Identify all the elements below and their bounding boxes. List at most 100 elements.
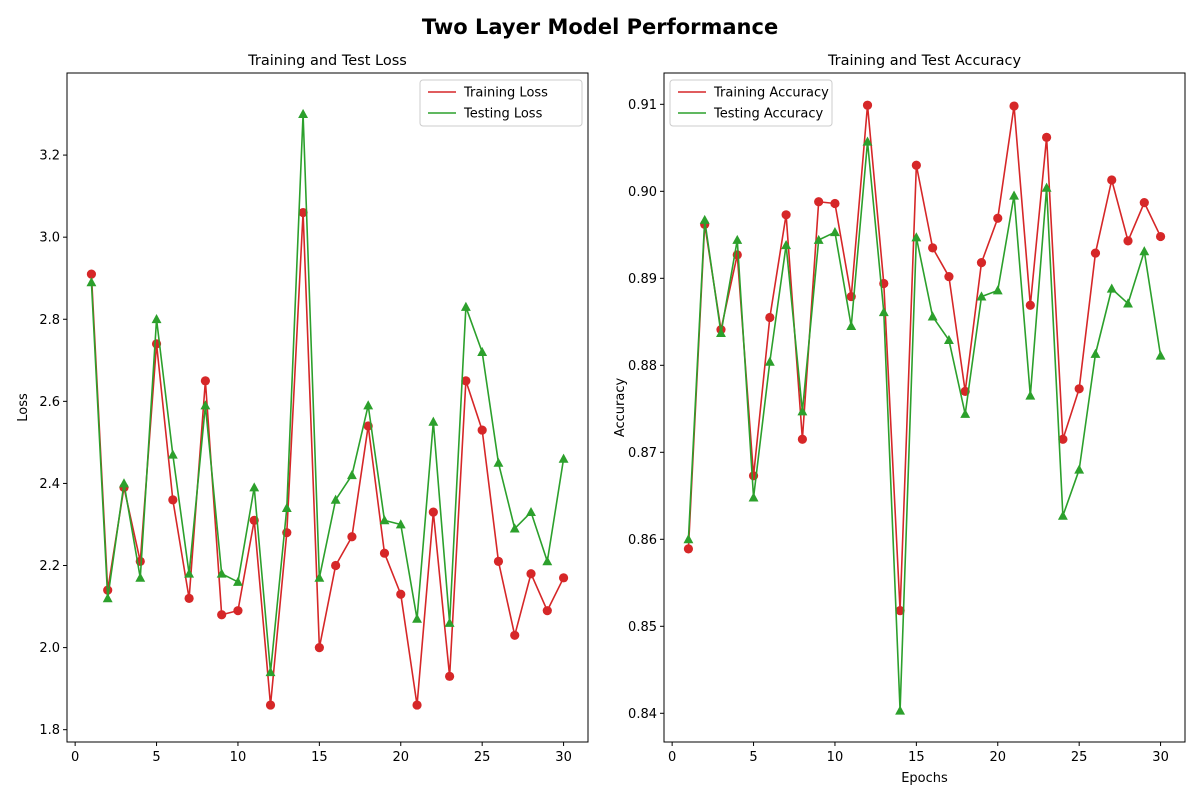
accuracy-y-tick-label: 0.87 bbox=[628, 446, 657, 461]
testing-accuracy-point bbox=[1025, 390, 1036, 400]
testing-loss-point bbox=[444, 617, 455, 627]
training-accuracy-point bbox=[1042, 132, 1052, 142]
testing-accuracy-point bbox=[895, 705, 906, 715]
testing-accuracy-point bbox=[878, 307, 889, 317]
training-loss-point bbox=[428, 507, 438, 517]
training-accuracy-point bbox=[1155, 231, 1166, 242]
testing-loss-point bbox=[281, 502, 292, 512]
testing-loss-point bbox=[526, 506, 536, 517]
training-loss-point bbox=[168, 495, 178, 505]
loss-legend-label: Training Loss bbox=[463, 86, 548, 101]
testing-loss-point bbox=[558, 453, 569, 463]
training-loss-point bbox=[542, 606, 552, 616]
training-accuracy-point bbox=[1090, 248, 1101, 258]
testing-accuracy-point bbox=[683, 534, 694, 544]
testing-accuracy-point bbox=[911, 232, 922, 242]
testing-accuracy-point bbox=[1041, 182, 1052, 192]
training-accuracy-point bbox=[862, 100, 873, 110]
training-accuracy-point bbox=[1107, 175, 1117, 185]
testing-accuracy-point bbox=[1155, 350, 1166, 360]
training-loss-point bbox=[396, 589, 406, 599]
testing-loss-point bbox=[151, 314, 162, 324]
testing-accuracy-point bbox=[1123, 298, 1133, 308]
testing-loss-point bbox=[542, 556, 553, 566]
training-accuracy-point bbox=[814, 197, 824, 207]
accuracy-panel-title: Training and Test Accuracy bbox=[827, 53, 1021, 69]
testing-loss-point bbox=[363, 400, 374, 410]
training-loss-point bbox=[217, 610, 227, 620]
testing-accuracy-point bbox=[699, 214, 710, 224]
training-accuracy-point bbox=[976, 258, 987, 268]
loss-x-tick-label: 10 bbox=[230, 750, 247, 765]
accuracy-x-tick-label: 10 bbox=[827, 750, 844, 765]
loss-y-tick-label: 2.0 bbox=[39, 641, 60, 656]
testing-loss-point bbox=[412, 613, 422, 623]
loss-x-tick-label: 25 bbox=[474, 750, 491, 765]
accuracy-x-tick-label: 25 bbox=[1071, 750, 1088, 765]
testing-accuracy-point bbox=[797, 406, 808, 416]
loss-y-tick-label: 2.8 bbox=[39, 313, 60, 328]
training-accuracy-point bbox=[1009, 101, 1019, 111]
testing-accuracy-point bbox=[813, 234, 824, 244]
accuracy-x-tick-label: 5 bbox=[749, 750, 757, 765]
training-accuracy-point bbox=[928, 243, 938, 253]
training-loss-point bbox=[184, 593, 194, 603]
loss-panel: Training and Test Loss Loss 0 5 10 15 20 25 30 1.… bbox=[16, 53, 589, 765]
training-loss-point bbox=[86, 269, 97, 279]
testing-accuracy-point bbox=[1074, 464, 1085, 474]
loss-panel-title: Training and Test Loss bbox=[247, 53, 407, 69]
training-loss-point bbox=[347, 532, 357, 542]
training-accuracy-line bbox=[687, 104, 1162, 612]
testing-accuracy-point bbox=[846, 320, 857, 331]
testing-accuracy-point bbox=[862, 136, 873, 146]
testing-loss-point bbox=[493, 457, 504, 467]
training-loss-point bbox=[200, 376, 210, 386]
accuracy-x-tick-label: 20 bbox=[989, 750, 1006, 765]
training-accuracy-point bbox=[993, 213, 1003, 223]
training-loss-point bbox=[265, 700, 276, 710]
testing-loss-point bbox=[460, 301, 471, 311]
testing-loss-point bbox=[298, 108, 309, 118]
testing-loss-line bbox=[90, 113, 565, 674]
testing-loss-point bbox=[428, 416, 439, 426]
accuracy-y-tick-label: 0.89 bbox=[628, 272, 657, 287]
testing-accuracy-point bbox=[1106, 283, 1117, 293]
testing-accuracy-point bbox=[960, 408, 971, 418]
testing-loss-point bbox=[200, 400, 211, 410]
accuracy-y-tick-label: 0.88 bbox=[628, 359, 657, 374]
training-accuracy-point bbox=[765, 312, 775, 323]
loss-legend-box bbox=[419, 79, 583, 127]
loss-y-tick-label: 3.0 bbox=[39, 231, 60, 246]
training-loss-point bbox=[412, 700, 422, 710]
testing-accuracy-point bbox=[927, 311, 938, 321]
accuracy-x-tick-label: 15 bbox=[908, 750, 925, 765]
testing-accuracy-point bbox=[1057, 510, 1068, 520]
loss-y-tick-label: 2.2 bbox=[39, 559, 60, 574]
accuracy-x-tick-label: 30 bbox=[1152, 750, 1169, 765]
testing-loss-point bbox=[249, 482, 260, 492]
training-accuracy-point bbox=[1058, 434, 1068, 444]
loss-y-tick-label: 2.4 bbox=[39, 477, 60, 492]
training-loss-point bbox=[510, 630, 520, 640]
loss-x-tick-label: 0 bbox=[71, 750, 79, 765]
loss-axes-frame bbox=[66, 72, 589, 743]
accuracy-y-tick-label: 0.85 bbox=[628, 620, 657, 635]
accuracy-y-tick-label: 0.86 bbox=[628, 533, 657, 548]
training-loss-point bbox=[461, 376, 471, 386]
testing-loss-point bbox=[119, 478, 129, 488]
testing-loss-point bbox=[477, 346, 488, 356]
training-accuracy-point bbox=[830, 198, 840, 209]
loss-y-axis-label: Loss bbox=[16, 393, 31, 422]
testing-accuracy-point bbox=[716, 327, 726, 338]
training-accuracy-point bbox=[781, 210, 791, 220]
testing-accuracy-point bbox=[764, 356, 775, 366]
training-accuracy-point bbox=[1074, 384, 1084, 394]
training-loss-point bbox=[526, 569, 536, 579]
loss-y-tick-label: 2.6 bbox=[39, 395, 60, 410]
training-accuracy-point bbox=[683, 544, 694, 554]
training-accuracy-point bbox=[797, 434, 807, 444]
testing-loss-point bbox=[330, 494, 341, 504]
testing-accuracy-point bbox=[1139, 246, 1150, 256]
testing-loss-point bbox=[86, 277, 97, 287]
loss-x-tick-label: 30 bbox=[555, 750, 572, 765]
